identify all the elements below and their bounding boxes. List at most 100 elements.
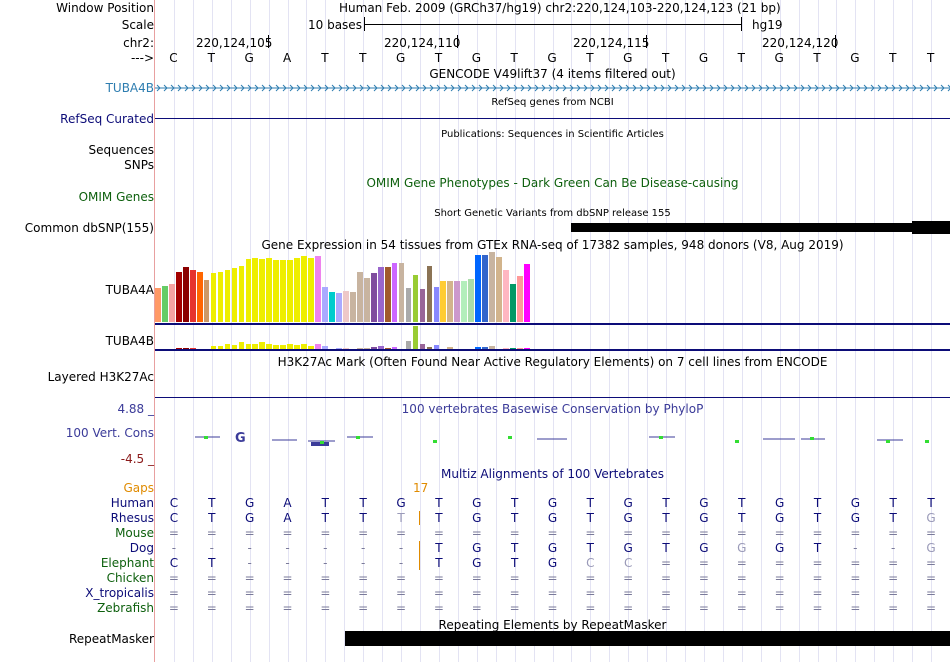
gtex-tissue-bar[interactable] [329,291,335,322]
gtex-tissue-bar[interactable] [370,273,377,322]
gtex-tissue-bar[interactable] [412,326,419,349]
gtex-tissue-bar[interactable] [266,343,273,349]
multiz-species-label[interactable]: Mouse [115,526,154,540]
gtex-tissue-bar[interactable] [245,259,252,322]
gtex-gene2-label[interactable]: TUBA4B [105,334,154,348]
gtex-tissue-bar[interactable] [503,270,509,322]
multiz-species-label[interactable]: Zebrafish [97,601,154,615]
gtex-tissue-bar[interactable] [308,345,314,349]
gtex-tissue-bar[interactable] [245,343,252,349]
gtex-tissue-bar[interactable] [259,259,266,322]
gtex-tissue-bar[interactable] [482,254,488,322]
dbsnp-variant-bar[interactable] [571,223,950,232]
gtex-tissue-bar[interactable] [189,347,196,349]
gtex-tissue-bar[interactable] [231,268,238,322]
gtex-tissue-bar[interactable] [252,258,259,322]
gtex-tissue-bar[interactable] [363,347,370,349]
gtex-tissue-bar[interactable] [196,272,203,322]
gtex-tissue-bar[interactable] [315,343,321,349]
repeatmasker-label[interactable]: RepeatMasker [68,632,154,646]
gtex-tissue-bar[interactable] [475,254,482,322]
gtex-tissue-bar[interactable] [280,259,287,322]
gtex-tissue-bar[interactable] [475,346,482,349]
gtex-tissue-bar[interactable] [524,347,530,349]
gtex-tissue-bar[interactable] [356,272,363,322]
gtex-tissue-bar[interactable] [343,291,349,322]
publications-snps-label[interactable]: SNPs [124,158,154,172]
dbsnp-variant-block[interactable] [912,221,950,234]
conservation-graph[interactable]: G [155,428,950,450]
gtex-tissue-bar[interactable] [349,291,356,322]
gtex-tissue-bar[interactable] [363,277,370,322]
gtex-tissue-bar[interactable] [496,256,502,322]
gtex-gene1-label[interactable]: TUBA4A [105,283,154,297]
gtex-tissue-bar[interactable] [210,345,217,349]
multiz-gaps-label[interactable]: Gaps [123,481,154,495]
gtex-tissue-bar[interactable] [517,347,523,349]
gtex-tissue-bar[interactable] [155,287,161,322]
gtex-tissue-bar[interactable] [287,343,294,349]
gtex-tissue-bar[interactable] [315,255,321,322]
gtex-tissue-bar[interactable] [489,252,495,322]
gtex-tissue-bar[interactable] [447,346,454,349]
gtex-tissue-bar[interactable] [294,257,300,322]
gtex-tissue-bar[interactable] [377,266,384,322]
gtex-tissue-bar[interactable] [182,347,189,349]
gtex-tissue-bar[interactable] [384,266,391,322]
gtex-tissue-bar[interactable] [482,346,488,349]
gtex-tissue-bar[interactable] [412,275,419,322]
gtex-tissue-bar[interactable] [280,344,287,349]
gencode-gene-feature[interactable] [155,80,950,96]
gtex-tissue-bar[interactable] [447,281,454,322]
multiz-alignment[interactable]: Human C T G A T T G T G T G T G T G T G T G T T Rhesus C T G A T T T T… [0,496,950,616]
gtex-tissue-bar[interactable] [433,344,440,349]
gtex-tissue-bar[interactable] [217,272,224,322]
gtex-tissue-bar[interactable] [168,283,175,322]
gtex-tissue-bar[interactable] [489,345,495,349]
multiz-species-label[interactable]: Chicken [106,571,154,585]
gtex-tissue-bar[interactable] [336,292,342,322]
gtex-tissue-bar[interactable] [210,273,217,322]
gtex-tissue-bar[interactable] [322,345,328,349]
gtex-tissue-bar[interactable] [377,345,384,349]
repeatmasker-element[interactable] [345,631,950,646]
dbsnp-label[interactable]: Common dbSNP(155) [24,221,154,235]
gtex-tissue-bar[interactable] [259,342,266,349]
gtex-tissue-bar[interactable] [266,257,273,322]
gtex-tissue-bar[interactable] [391,262,398,322]
gtex-tissue-bar[interactable] [405,288,412,322]
gtex-tissue-bar[interactable] [336,347,342,349]
gtex-tissue-bar[interactable] [252,343,259,349]
refseq-gene-line[interactable] [155,118,950,119]
gtex-tissue-bar[interactable] [301,255,307,322]
gtex-tissue-bar[interactable] [175,272,182,322]
gtex-tissue-bar[interactable] [433,287,440,322]
gtex-tissue-bar[interactable] [510,347,516,349]
gtex-tissue-bar[interactable] [426,266,433,322]
gtex-tissue-bar[interactable] [203,280,210,322]
gtex-tissue-bar[interactable] [322,287,328,322]
multiz-species-label[interactable]: Dog [129,541,154,555]
gtex-tissue-bar[interactable] [161,285,168,322]
gencode-gene-label[interactable]: TUBA4B [105,81,154,95]
gtex-tuba4b-bars[interactable] [155,326,555,349]
gtex-tissue-bar[interactable] [343,347,349,349]
gtex-tissue-bar[interactable] [224,269,231,322]
publications-sequences-label[interactable]: Sequences [88,143,154,157]
multiz-species-label[interactable]: Human [110,496,154,510]
gtex-tissue-bar[interactable] [510,283,516,322]
gtex-tissue-bar[interactable] [301,343,307,349]
gtex-tissue-bar[interactable] [454,281,461,322]
gtex-tissue-bar[interactable] [356,347,363,349]
refseq-label[interactable]: RefSeq Curated [60,112,154,126]
gtex-tissue-bar[interactable] [294,344,300,349]
gtex-tissue-bar[interactable] [398,262,405,322]
gtex-tissue-bar[interactable] [384,347,391,349]
gtex-tissue-bar[interactable] [231,344,238,349]
gtex-tissue-bar[interactable] [238,342,245,349]
gtex-tissue-bar[interactable] [440,281,447,322]
h3k27ac-label[interactable]: Layered H3K27Ac [47,370,154,384]
gtex-tuba4a-bars[interactable] [155,252,555,322]
gtex-tissue-bar[interactable] [524,263,530,322]
gtex-tissue-bar[interactable] [273,344,280,349]
